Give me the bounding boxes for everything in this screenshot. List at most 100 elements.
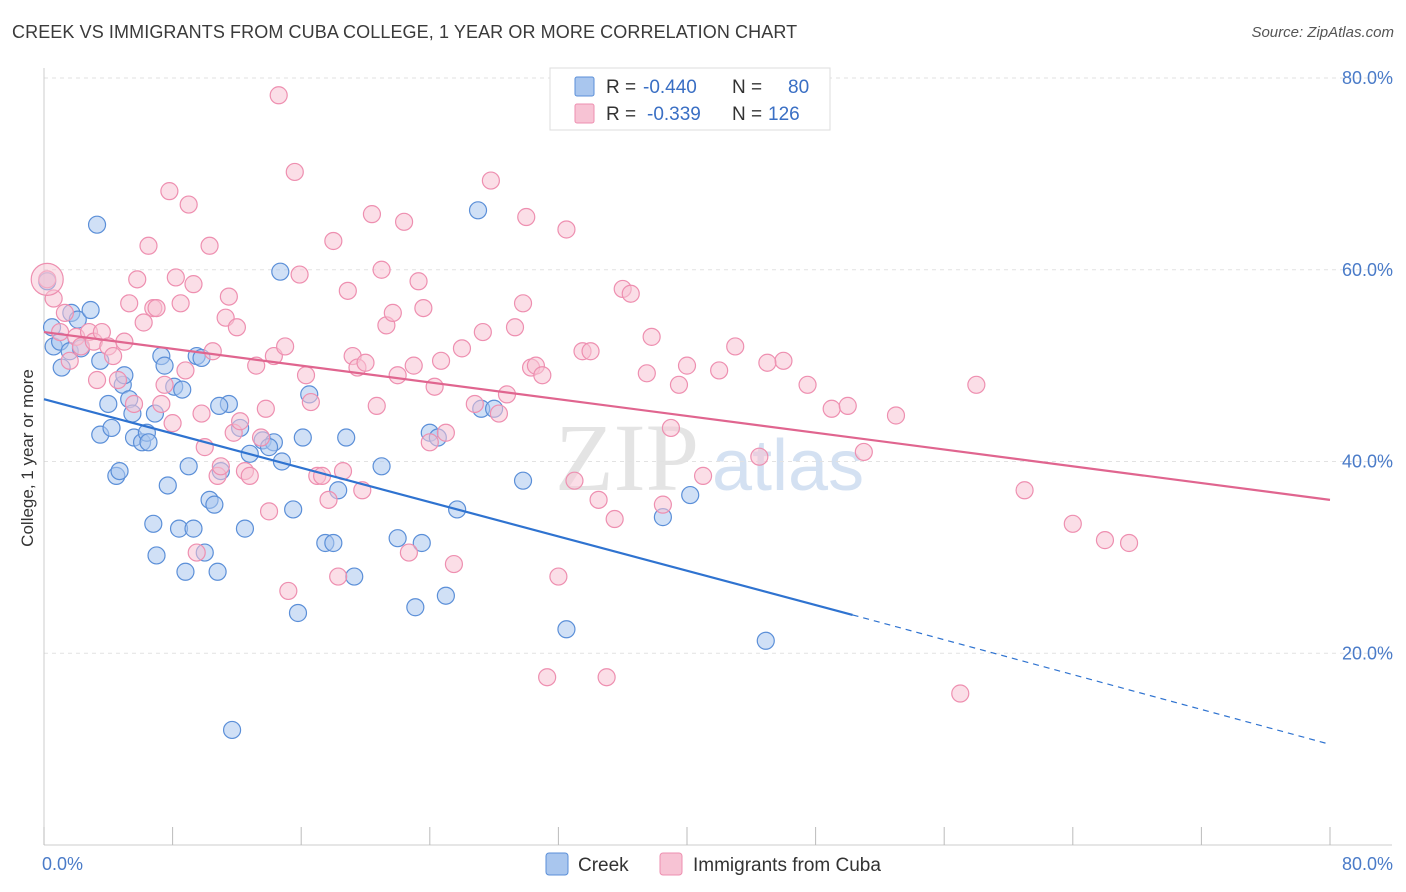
legend-creek-n-value: 80 bbox=[788, 77, 809, 98]
cuba-point-69 bbox=[367, 396, 386, 415]
cuba-point-96 bbox=[538, 668, 557, 687]
cuba-point-124 bbox=[1015, 481, 1034, 500]
cuba-point-13 bbox=[108, 370, 128, 390]
trend-lines bbox=[43, 330, 1331, 745]
cuba-point-79 bbox=[420, 433, 439, 452]
cuba-point-39 bbox=[219, 287, 238, 306]
legend-creek-swatch bbox=[574, 76, 595, 97]
creek-point-43 bbox=[222, 720, 242, 740]
cuba-point-61 bbox=[329, 567, 348, 586]
cuba-point-73 bbox=[388, 366, 407, 385]
cuba-trend-line bbox=[43, 330, 1331, 501]
cuba-point-50 bbox=[269, 86, 288, 105]
creek-point-58 bbox=[337, 428, 356, 447]
creek-point-13 bbox=[102, 418, 121, 438]
cuba-point-70 bbox=[372, 260, 391, 279]
cuba-point-30 bbox=[184, 275, 203, 294]
cuba-point-29 bbox=[179, 195, 198, 214]
creek-point-51 bbox=[284, 500, 303, 519]
creek-point-10 bbox=[87, 215, 107, 234]
cuba-point-125 bbox=[1063, 514, 1082, 533]
cuba-point-122 bbox=[951, 684, 970, 703]
creek-point-71 bbox=[513, 471, 533, 490]
cuba-points bbox=[30, 86, 1139, 703]
cuba-point-53 bbox=[285, 162, 304, 182]
creek-point-33 bbox=[179, 457, 198, 476]
cuba-point-123 bbox=[967, 375, 986, 394]
cuba-point-26 bbox=[166, 268, 185, 287]
cuba-point-44 bbox=[240, 466, 259, 485]
cuba-point-115 bbox=[726, 337, 745, 356]
cuba-point-111 bbox=[669, 375, 689, 394]
source-credit: Source: ZipAtlas.com bbox=[1251, 24, 1394, 41]
cuba-point-52 bbox=[279, 581, 298, 601]
tick-labels: 20.0% 40.0% 60.0% 80.0% 0.0% 80.0% bbox=[42, 68, 1393, 874]
cuba-point-107 bbox=[637, 364, 656, 383]
cuba-point-110 bbox=[661, 418, 681, 438]
creek-point-61 bbox=[388, 529, 407, 548]
creek-point-63 bbox=[412, 533, 431, 553]
y-tick-label-1: 40.0% bbox=[1342, 452, 1393, 472]
legend-cuba-r-value: -0.339 bbox=[647, 104, 701, 125]
creek-point-78 bbox=[210, 396, 229, 415]
cuba-point-119 bbox=[822, 399, 841, 418]
bottom-legend-creek-label: Creek bbox=[578, 855, 629, 876]
cuba-point-117 bbox=[774, 351, 793, 370]
y-tick-label-3: 80.0% bbox=[1342, 68, 1393, 88]
cuba-point-118 bbox=[798, 375, 817, 394]
cuba-point-31 bbox=[187, 543, 206, 562]
cuba-point-98 bbox=[557, 220, 576, 239]
legend: R = -0.440 N = 80 R = -0.339 N = 126 bbox=[549, 67, 831, 131]
cuba-point-114 bbox=[710, 361, 729, 380]
x-tick-label-1: 80.0% bbox=[1342, 854, 1393, 874]
creek-point-40 bbox=[208, 562, 227, 581]
cuba-point-81 bbox=[431, 351, 451, 370]
cuba-point-74 bbox=[394, 212, 414, 231]
creek-point-45 bbox=[235, 519, 255, 538]
y-tick-label-2: 60.0% bbox=[1342, 260, 1393, 280]
cuba-point-113 bbox=[693, 466, 713, 485]
cuba-point-67 bbox=[356, 353, 375, 372]
creek-point-39 bbox=[205, 495, 224, 514]
cuba-point-3 bbox=[55, 303, 74, 322]
y-tick-label-0: 20.0% bbox=[1342, 643, 1393, 663]
creek-point-52 bbox=[288, 603, 308, 623]
creek-point-59 bbox=[345, 567, 364, 586]
cuba-point-86 bbox=[473, 322, 492, 342]
cuba-point-21 bbox=[147, 299, 166, 318]
watermark-atlas: atlas bbox=[712, 426, 864, 506]
axes bbox=[43, 68, 1392, 846]
cuba-point-42 bbox=[231, 412, 250, 431]
cuba-point-48 bbox=[259, 502, 279, 521]
cuba-point-12 bbox=[104, 346, 123, 366]
cuba-point-78 bbox=[414, 299, 433, 318]
cuba-point-116 bbox=[750, 447, 769, 466]
cuba-point-25 bbox=[163, 414, 182, 433]
creek-point-32 bbox=[176, 562, 195, 581]
cuba-point-92 bbox=[517, 207, 536, 227]
cuba-point-75 bbox=[399, 543, 419, 562]
legend-cuba-n-value: 126 bbox=[768, 104, 800, 125]
cuba-point-87 bbox=[481, 171, 500, 190]
cuba-point-95 bbox=[533, 366, 552, 385]
cuba-point-15 bbox=[120, 294, 139, 313]
bottom-legend-cuba-swatch bbox=[659, 852, 683, 876]
creek-point-68 bbox=[468, 201, 488, 220]
creek-point-31 bbox=[173, 380, 192, 399]
creek-point-62 bbox=[406, 598, 425, 617]
cuba-point-46 bbox=[251, 428, 271, 447]
legend-creek-n-label: N = bbox=[732, 77, 762, 98]
cuba-point-101 bbox=[581, 342, 600, 361]
creek-point-53 bbox=[293, 428, 312, 447]
cuba-point-55 bbox=[296, 366, 316, 385]
cuba-point-80 bbox=[425, 377, 444, 396]
cuba-point-27 bbox=[171, 294, 190, 313]
cuba-point-72 bbox=[383, 303, 402, 322]
cuba-point-102 bbox=[589, 490, 608, 509]
cuba-point-108 bbox=[642, 327, 661, 346]
cuba-point-32 bbox=[192, 404, 211, 423]
cuba-point-104 bbox=[605, 509, 624, 529]
cuba-point-54 bbox=[290, 265, 309, 284]
cuba-point-35 bbox=[203, 342, 222, 361]
creek-trend-extension bbox=[852, 614, 1331, 745]
